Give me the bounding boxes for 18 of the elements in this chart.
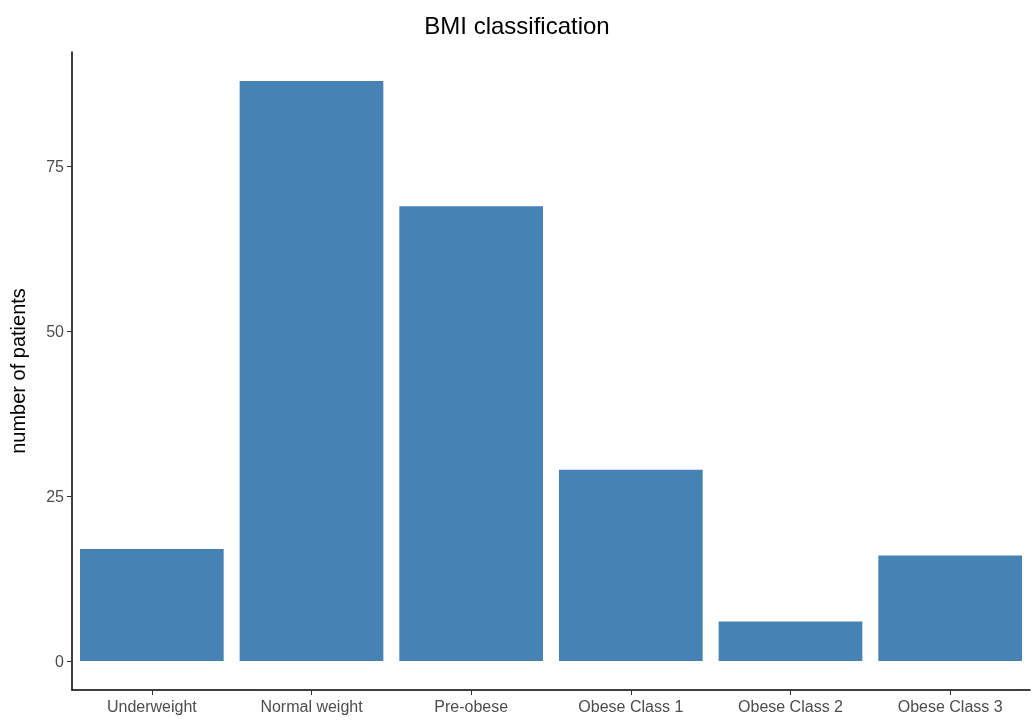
- chart-title: BMI classification: [424, 11, 610, 39]
- x-tick-label: Normal weight: [260, 697, 364, 715]
- y-tick-label: 50: [46, 322, 65, 340]
- x-tick-label: Obese Class 1: [578, 697, 684, 715]
- bar: [239, 81, 384, 661]
- bar: [718, 621, 863, 661]
- bar: [79, 548, 224, 661]
- bar: [558, 469, 703, 661]
- bar: [878, 555, 1023, 661]
- y-tick-label: 0: [55, 652, 65, 670]
- y-axis-title: number of patients: [7, 288, 29, 454]
- y-tick-label: 25: [46, 487, 65, 505]
- bar: [399, 206, 544, 661]
- x-tick-label: Obese Class 2: [738, 697, 844, 715]
- x-tick-label: Pre-obese: [434, 697, 509, 715]
- x-tick-label: Underweight: [106, 697, 198, 715]
- y-tick-label: 75: [46, 158, 65, 176]
- x-tick-label: Obese Class 3: [897, 697, 1003, 715]
